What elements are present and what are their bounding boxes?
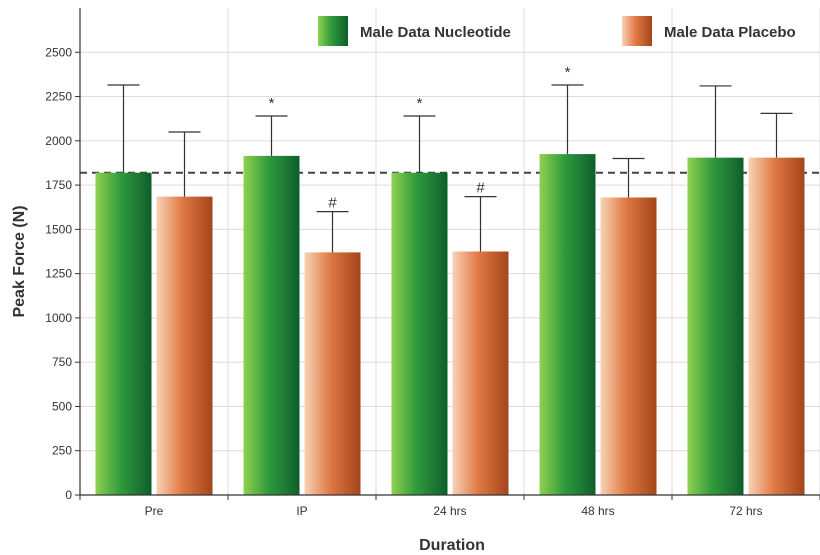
bar-nucleotide — [687, 157, 744, 495]
y-tick-label: 2250 — [45, 90, 72, 104]
legend-label: Male Data Placebo — [664, 24, 796, 41]
y-tick-label: 250 — [52, 444, 72, 458]
bars-group — [95, 84, 805, 496]
bar-placebo — [600, 197, 657, 495]
y-tick-label: 500 — [52, 399, 72, 413]
y-tick-label: 1750 — [45, 178, 72, 192]
legend: Male Data Nucleotide Male Data Placebo — [318, 16, 796, 46]
bar-placebo — [304, 252, 361, 495]
bar-nucleotide — [539, 154, 596, 495]
y-tick-label: 750 — [52, 355, 72, 369]
significance-marker: * — [269, 95, 275, 112]
axes-group — [75, 8, 820, 500]
bar-placebo — [748, 157, 805, 495]
legend-swatch-nucleotide — [318, 16, 348, 46]
legend-label: Male Data Nucleotide — [360, 24, 511, 41]
legend-swatch-placebo — [622, 16, 652, 46]
x-tick-label: IP — [296, 504, 307, 518]
bar-nucleotide — [243, 155, 300, 495]
x-axis-title: Duration — [419, 537, 485, 554]
x-tick-label: 72 hrs — [729, 504, 762, 518]
y-tick-label: 2000 — [45, 134, 72, 148]
x-tick-label: Pre — [145, 504, 164, 518]
significance-marker: # — [328, 195, 337, 212]
labels-group: * * * # #0 250 500 750 1000 1250 1500 1750 2000 2250 2… — [11, 45, 763, 554]
y-tick-label: 1250 — [45, 267, 72, 281]
y-axis-title: Peak Force (N) — [11, 205, 28, 317]
significance-marker: # — [476, 180, 485, 197]
significance-marker: * — [417, 95, 423, 112]
significance-marker: * — [565, 64, 571, 81]
bar-placebo — [452, 251, 509, 495]
y-tick-label: 1500 — [45, 222, 72, 236]
bar-nucleotide — [391, 172, 448, 495]
y-tick-label: 1000 — [45, 311, 72, 325]
y-tick-label: 0 — [65, 488, 72, 502]
y-tick-label: 2500 — [45, 45, 72, 59]
bar-placebo — [156, 196, 213, 496]
bar-nucleotide — [95, 172, 152, 495]
x-tick-label: 48 hrs — [581, 504, 614, 518]
x-tick-label: 24 hrs — [433, 504, 466, 518]
